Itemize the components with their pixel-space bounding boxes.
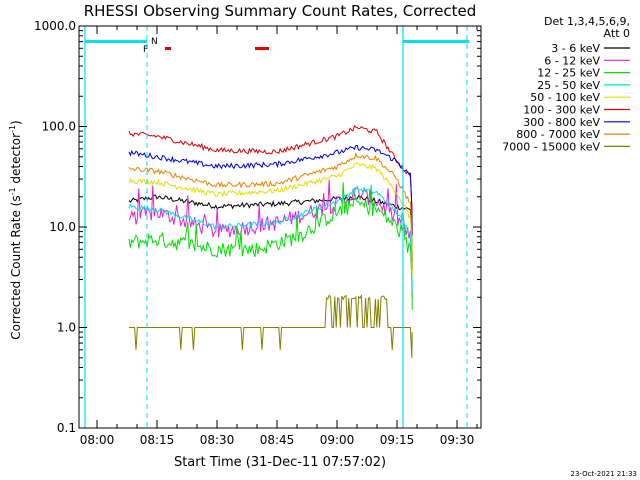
y-axis-label-main: Corrected Count Rate (s — [9, 195, 23, 339]
series-line-800-7000-kev — [128, 152, 413, 262]
x-tick-label: 09:00 — [320, 433, 355, 447]
x-tick-label: 08:15 — [140, 433, 175, 447]
y-tick-label: 100.0 — [42, 120, 76, 134]
legend-label-800-7000-kev: 800 - 7000 keV — [516, 128, 600, 141]
legend-label-3-6-kev: 3 - 6 keV — [551, 42, 600, 55]
y-axis-label-sup1: -1 — [8, 187, 17, 195]
legend-header-line-2: Att 0 — [604, 27, 630, 40]
flare-flag-bar-2 — [255, 47, 269, 50]
night-bar-1 — [85, 40, 147, 43]
legend-label-100-300-kev: 100 - 300 keV — [523, 104, 600, 117]
x-tick-label: 08:30 — [200, 433, 235, 447]
legend-label-7000-15000-kev: 7000 - 15000 keV — [502, 140, 600, 153]
y-tick-label: 10.0 — [49, 220, 76, 234]
legend-label-12-25-kev: 12 - 25 keV — [537, 67, 600, 80]
plot-data-layer — [128, 124, 413, 358]
series-line-3-6-kev — [128, 194, 413, 270]
legend-header-line-1: Det 1,3,4,5,6,9, — [544, 15, 630, 28]
series-line-7000-15000-kev — [129, 293, 413, 358]
x-tick-label: 08:00 — [80, 433, 115, 447]
series-line-300-800-kev — [128, 145, 413, 236]
flare-flag-bar-1 — [165, 47, 171, 50]
legend-label-50-100-kev: 50 - 100 keV — [530, 91, 600, 104]
y-tick-label: 1000.0 — [34, 19, 76, 33]
series-line-50-100-kev — [128, 162, 413, 277]
series-line-100-300-kev — [128, 124, 413, 236]
y-axis-label-sup2: -1 — [8, 125, 17, 133]
y-axis-label-mid: detector — [9, 133, 23, 188]
series-line-6-12-kev — [128, 179, 413, 298]
x-tick-label: 09:30 — [440, 433, 475, 447]
series-line-25-50-kev — [128, 185, 413, 293]
legend-label-25-50-kev: 25 - 50 keV — [537, 79, 600, 92]
y-axis-label-end: ) — [9, 120, 23, 125]
series-line-12-25-kev — [128, 182, 413, 310]
legend-label-300-800-kev: 300 - 800 keV — [523, 116, 600, 129]
legend-label-6-12-kev: 6 - 12 keV — [544, 54, 600, 67]
flag-label-n: N — [151, 37, 158, 47]
y-tick-label: 0.1 — [57, 421, 76, 435]
plot-axes-layer: NF 1000.0 100.0 10.0 1.0 0.1 08:00 08:15 08:30 08… — [34, 19, 482, 447]
legend-header: Det 1,3,4,5,6,9, Att 0 — [544, 15, 630, 40]
x-tick-label: 08:45 — [260, 433, 295, 447]
footer-timestamp: 23-Oct-2021 21:33 — [571, 470, 637, 478]
night-bar-2 — [403, 40, 469, 43]
y-axis-label: Corrected Count Rate (s-1 detector-1) — [8, 120, 23, 339]
x-tick-label: 09:15 — [380, 433, 415, 447]
y-tick-label: 1.0 — [57, 321, 76, 335]
flag-label-f: F — [143, 45, 148, 55]
chart-title: RHESSI Observing Summary Count Rates, Co… — [84, 2, 477, 20]
x-axis-label: Start Time (31-Dec-11 07:57:02) — [174, 455, 386, 470]
